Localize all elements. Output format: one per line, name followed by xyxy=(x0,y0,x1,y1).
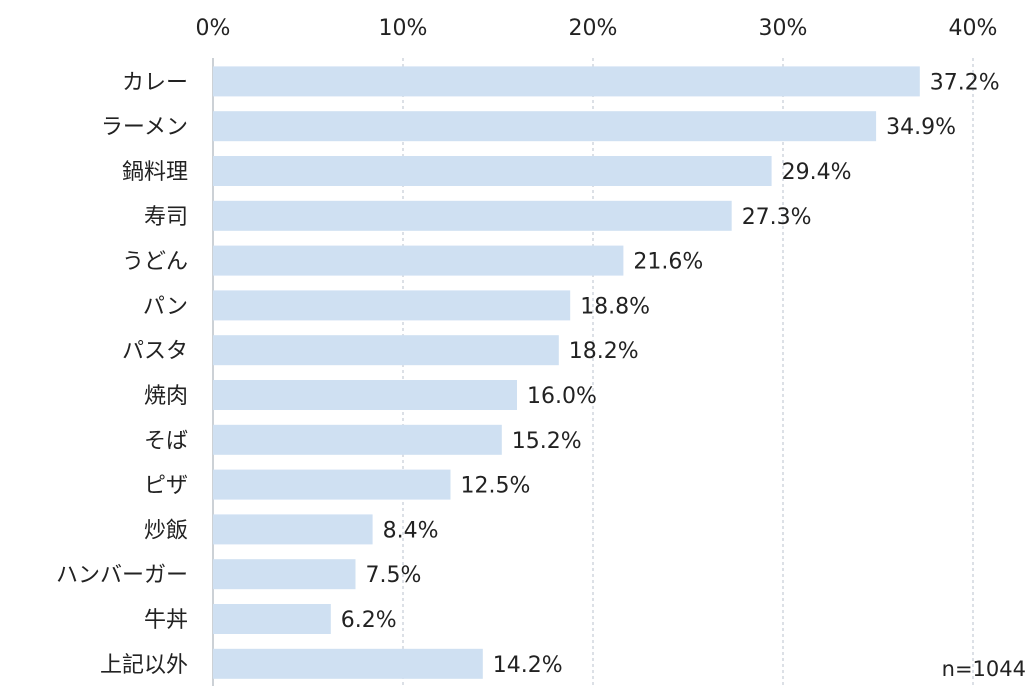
category-label: ハンバーガー xyxy=(56,563,188,588)
value-label: 34.9% xyxy=(886,115,956,140)
bar xyxy=(213,469,451,500)
bar xyxy=(213,559,356,590)
category-label: 焼肉 xyxy=(144,384,188,409)
value-label: 27.3% xyxy=(742,205,812,230)
x-axis-ticks: 0% 10% 20% 30% 40% xyxy=(196,16,998,41)
x-tick-label: 30% xyxy=(759,16,808,41)
x-tick-label: 20% xyxy=(569,16,618,41)
category-label: 鍋料理 xyxy=(122,160,188,185)
value-label: 7.5% xyxy=(366,563,422,588)
bar xyxy=(213,648,483,679)
value-label: 18.8% xyxy=(580,294,650,319)
grid-lines xyxy=(402,58,974,686)
bar xyxy=(213,514,373,545)
bar xyxy=(213,156,772,186)
bar xyxy=(213,380,517,410)
bar xyxy=(213,424,502,455)
category-label: ピザ xyxy=(144,474,188,499)
bar xyxy=(213,245,624,276)
category-label: そば xyxy=(144,429,188,454)
category-label: パン xyxy=(143,294,188,319)
category-label: 炒飯 xyxy=(144,518,188,543)
bar xyxy=(213,66,920,97)
value-label: 29.4% xyxy=(782,160,852,185)
bar xyxy=(213,604,331,634)
category-label: 上記以外 xyxy=(100,653,188,678)
bar xyxy=(213,111,877,142)
category-label: 寿司 xyxy=(144,205,188,230)
sample-size-note: n=1044 xyxy=(942,657,1026,681)
bar xyxy=(213,290,571,321)
category-label: カレー xyxy=(122,70,188,95)
value-label: 21.6% xyxy=(633,250,703,275)
bar xyxy=(213,200,732,231)
value-labels: 37.2% 34.9% 29.4% 27.3% 21.6% 18.8% 18.2% 16.0%… xyxy=(341,70,1000,677)
value-label: 14.2% xyxy=(493,653,563,678)
value-label: 6.2% xyxy=(341,608,397,633)
bars xyxy=(213,66,920,679)
value-label: 12.5% xyxy=(461,474,531,499)
category-label: 牛丼 xyxy=(144,608,188,633)
bar xyxy=(213,335,559,366)
x-tick-label: 40% xyxy=(949,16,998,41)
category-label: ラーメン xyxy=(101,115,188,140)
x-tick-label: 0% xyxy=(196,16,231,41)
value-label: 15.2% xyxy=(512,429,582,454)
category-label: パスタ xyxy=(122,339,188,364)
value-label: 8.4% xyxy=(383,518,439,543)
value-label: 37.2% xyxy=(930,70,1000,95)
value-label: 18.2% xyxy=(569,339,639,364)
value-label: 16.0% xyxy=(527,384,597,409)
category-label: うどん xyxy=(122,250,188,275)
x-tick-label: 10% xyxy=(379,16,428,41)
